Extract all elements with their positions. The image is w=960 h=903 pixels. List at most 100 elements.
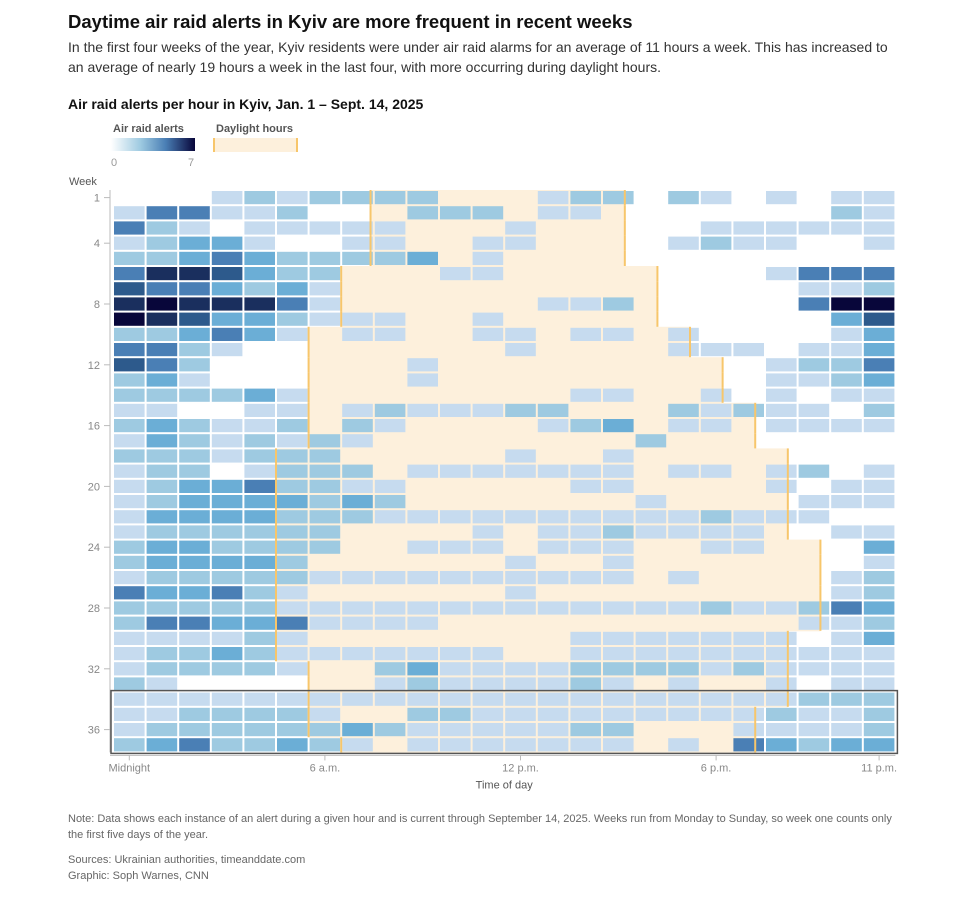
heatmap-cell — [472, 707, 504, 721]
heatmap-cell — [863, 631, 895, 645]
heatmap-cell — [863, 206, 895, 220]
heatmap-cell — [766, 631, 797, 645]
heatmap-cell — [179, 388, 210, 402]
heatmap-cell — [766, 236, 797, 250]
heatmap-cell — [407, 191, 438, 205]
heatmap-cell — [374, 723, 406, 737]
heatmap-cell — [570, 662, 601, 676]
heatmap-cell — [440, 540, 471, 554]
heatmap-cell — [570, 479, 601, 493]
heatmap-cell — [374, 662, 406, 676]
x-tick-label: Midnight — [109, 762, 151, 774]
heatmap-cell — [831, 419, 862, 433]
heatmap-cell — [472, 464, 504, 478]
heatmap-cell — [244, 312, 275, 326]
heatmap-cell — [114, 631, 145, 645]
heatmap-cell — [277, 525, 308, 539]
heatmap-cell — [374, 495, 406, 509]
heatmap-cell — [309, 738, 341, 752]
heatmap-cell — [179, 707, 210, 721]
daylight-band — [308, 387, 723, 404]
heatmap-cell — [733, 723, 764, 737]
heatmap-cell — [211, 662, 243, 676]
heatmap-cell — [733, 540, 764, 554]
heatmap-cell — [766, 723, 797, 737]
recent-weeks-highlight-box — [110, 689, 899, 755]
heatmap-cell — [407, 738, 438, 752]
heatmap-cell — [440, 738, 471, 752]
heatmap-cell — [440, 510, 471, 524]
heatmap-cell — [798, 297, 830, 311]
heatmap-cell — [211, 236, 243, 250]
heatmap-cell — [211, 191, 243, 205]
heatmap-cell — [114, 312, 145, 326]
legend-max: 7 — [188, 157, 195, 169]
heatmap-cell — [309, 449, 341, 463]
heatmap-cell — [700, 525, 732, 539]
heatmap-cell — [798, 616, 830, 630]
heatmap-cell — [570, 723, 601, 737]
heatmap-cell — [440, 403, 471, 417]
heatmap-cell — [114, 327, 145, 341]
heatmap-cell — [733, 601, 764, 615]
heatmap-cell — [309, 707, 341, 721]
heatmap-cell — [277, 738, 308, 752]
y-tick-label: 28 — [88, 603, 100, 615]
heatmap-cell — [407, 510, 438, 524]
heatmap-cell — [603, 738, 634, 752]
heatmap-cell — [407, 358, 438, 372]
heatmap-cell — [668, 343, 699, 357]
headline: Daytime air raid alerts in Kyiv are more… — [68, 11, 633, 32]
heatmap-cell — [179, 449, 210, 463]
heatmap-cell — [668, 692, 699, 706]
heatmap-cell — [537, 723, 569, 737]
heatmap-cell — [407, 373, 438, 387]
heatmap-cell — [244, 601, 275, 615]
heatmap-cell — [863, 723, 895, 737]
heatmap-cell — [114, 449, 145, 463]
heatmap-cell — [831, 586, 862, 600]
heatmap-cell — [831, 221, 862, 235]
heatmap-cell — [440, 707, 471, 721]
heatmap-cell — [179, 692, 210, 706]
heatmap-cell — [407, 251, 438, 265]
heatmap-cell — [146, 282, 178, 296]
heatmap-cell — [668, 571, 699, 585]
heatmap-cell — [505, 327, 536, 341]
heatmap-cell — [440, 267, 471, 281]
heatmap-cell — [211, 601, 243, 615]
heatmap-cell — [277, 206, 308, 220]
heatmap-cell — [244, 540, 275, 554]
heatmap-cell — [863, 692, 895, 706]
heatmap-cell — [733, 221, 764, 235]
heatmap-cell — [537, 419, 569, 433]
heatmap-cell — [668, 601, 699, 615]
heatmap-cell — [342, 434, 373, 448]
heatmap-cell — [635, 525, 667, 539]
heatmap-cell — [179, 343, 210, 357]
heatmap-cell — [505, 677, 536, 691]
heatmap-cell — [244, 707, 275, 721]
heatmap-cell — [603, 449, 634, 463]
daylight-band — [276, 554, 821, 571]
heatmap-cell — [700, 343, 732, 357]
heatmap-cell — [863, 540, 895, 554]
heatmap-cell — [114, 647, 145, 661]
heatmap-cell — [798, 510, 830, 524]
heatmap-cell — [211, 479, 243, 493]
heatmap-cell — [309, 616, 341, 630]
heatmap-cell — [472, 525, 504, 539]
heatmap-cell — [211, 707, 243, 721]
heatmap-cell — [733, 738, 764, 752]
heatmap-cell — [798, 692, 830, 706]
heatmap-cell — [211, 327, 243, 341]
heatmap-cell — [309, 297, 341, 311]
heatmap-cell — [635, 662, 667, 676]
heatmap-cell — [309, 510, 341, 524]
heatmap-cell — [766, 403, 797, 417]
heatmap-cell — [309, 191, 341, 205]
heatmap-cell — [211, 343, 243, 357]
heatmap-cell — [146, 525, 178, 539]
heatmap-cell — [505, 586, 536, 600]
heatmap-cell — [472, 540, 504, 554]
